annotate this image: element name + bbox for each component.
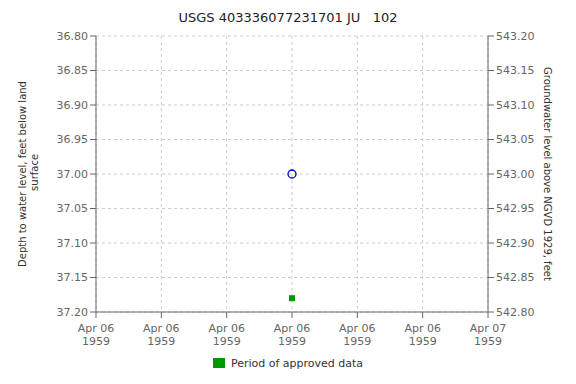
svg-text:36.95: 36.95 (57, 133, 89, 146)
svg-text:543.20: 543.20 (496, 30, 535, 43)
svg-text:542.80: 542.80 (496, 306, 535, 319)
html-text:USGS 403336077231701 JU 102: USGS 403336077231701 JU 102 (178, 10, 398, 25)
svg-text:Apr 061959: Apr 061959 (143, 322, 180, 348)
svg-text:Groundwater level above NGVD 1: Groundwater level above NGVD 1929, feet (543, 67, 554, 281)
svg-text:Apr 061959: Apr 061959 (339, 322, 376, 348)
svg-text:Apr 061959: Apr 061959 (208, 322, 245, 348)
svg-text:36.80: 36.80 (57, 30, 89, 43)
svg-text:542.85: 542.85 (496, 271, 535, 284)
svg-text:36.85: 36.85 (57, 64, 89, 77)
svg-text:36.90: 36.90 (57, 99, 89, 112)
svg-text:Depth to water level, feet bel: Depth to water level, feet below land su… (17, 81, 40, 267)
svg-text:37.20: 37.20 (57, 306, 89, 319)
svg-text:37.05: 37.05 (57, 202, 89, 215)
svg-text:Apr 071959: Apr 071959 (470, 322, 507, 348)
svg-text:Apr 061959: Apr 061959 (404, 322, 441, 348)
svg-text:542.90: 542.90 (496, 237, 535, 250)
svg-text:37.10: 37.10 (57, 237, 89, 250)
svg-text:37.00: 37.00 (57, 168, 89, 181)
svg-text:542.95: 542.95 (496, 202, 535, 215)
svg-text:37.15: 37.15 (57, 271, 89, 284)
svg-text:543.15: 543.15 (496, 64, 535, 77)
svg-text:543.05: 543.05 (496, 133, 535, 146)
svg-text:Apr 061959: Apr 061959 (274, 322, 311, 348)
svg-text:Apr 061959: Apr 061959 (78, 322, 115, 348)
svg-text:543.00: 543.00 (496, 168, 535, 181)
svg-text:543.10: 543.10 (496, 99, 535, 112)
html-text:Period of approved data: Period of approved data (230, 356, 364, 370)
